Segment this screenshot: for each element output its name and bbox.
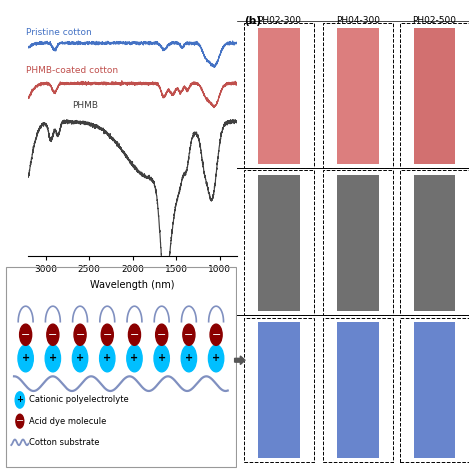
Text: Pristine cotton: Pristine cotton [26, 28, 92, 37]
Bar [323, 318, 392, 462]
Text: −: − [48, 330, 57, 340]
Bar [244, 318, 314, 462]
Bar [323, 171, 392, 315]
Text: +: + [130, 354, 138, 364]
Text: +: + [103, 354, 111, 364]
Bar [323, 23, 392, 168]
Bar [337, 175, 379, 310]
Text: −: − [130, 330, 139, 340]
Text: +: + [185, 354, 193, 364]
Circle shape [181, 345, 197, 372]
Text: PH04-300: PH04-300 [336, 17, 380, 26]
Bar [400, 318, 469, 462]
Circle shape [154, 345, 169, 372]
Bar [413, 175, 456, 310]
Text: −: − [211, 330, 221, 340]
Circle shape [47, 324, 59, 346]
Text: Acid dye molecule: Acid dye molecule [29, 417, 107, 426]
Bar [244, 171, 314, 315]
Text: +: + [16, 395, 23, 404]
Text: PH02-500: PH02-500 [412, 17, 456, 26]
Text: −: − [184, 330, 193, 340]
Text: −: − [102, 330, 112, 340]
Bar [400, 23, 469, 168]
Text: +: + [49, 354, 57, 364]
Text: +: + [212, 354, 220, 364]
Text: Cationic polyelectrolyte: Cationic polyelectrolyte [29, 395, 129, 404]
Bar [413, 322, 456, 458]
Bar [337, 322, 379, 458]
Bar [244, 23, 314, 168]
Text: −: − [21, 330, 30, 340]
Circle shape [210, 324, 222, 346]
Bar [400, 23, 469, 168]
Bar [258, 28, 300, 164]
Circle shape [74, 324, 86, 346]
Text: −: − [75, 330, 85, 340]
Circle shape [15, 392, 25, 408]
Bar [323, 171, 392, 315]
Bar [258, 175, 300, 310]
Text: −: − [16, 416, 24, 426]
Circle shape [45, 345, 61, 372]
Text: Cotton substrate: Cotton substrate [29, 438, 100, 447]
Circle shape [209, 345, 224, 372]
Bar [413, 28, 456, 164]
Bar [400, 171, 469, 315]
Circle shape [19, 324, 32, 346]
Bar [244, 318, 314, 462]
Circle shape [128, 324, 140, 346]
Circle shape [100, 345, 115, 372]
Text: PHMB: PHMB [72, 101, 98, 110]
Circle shape [16, 414, 24, 428]
Bar [323, 23, 392, 168]
Bar [244, 171, 314, 315]
Bar [244, 23, 314, 168]
Text: +: + [76, 354, 84, 364]
Bar [323, 318, 392, 462]
X-axis label: Wavelength (nm): Wavelength (nm) [91, 280, 175, 290]
Bar [337, 28, 379, 164]
Circle shape [73, 345, 88, 372]
Bar [400, 171, 469, 315]
Text: +: + [158, 354, 166, 364]
Text: −: − [157, 330, 166, 340]
Bar [258, 322, 300, 458]
Circle shape [127, 345, 142, 372]
Circle shape [101, 324, 113, 346]
Text: PH02-300: PH02-300 [257, 17, 301, 26]
Text: (b): (b) [244, 17, 261, 27]
Circle shape [155, 324, 168, 346]
Circle shape [18, 345, 33, 372]
Text: PHMB-coated cotton: PHMB-coated cotton [26, 66, 118, 75]
Text: +: + [22, 354, 30, 364]
Circle shape [183, 324, 195, 346]
Bar [400, 318, 469, 462]
